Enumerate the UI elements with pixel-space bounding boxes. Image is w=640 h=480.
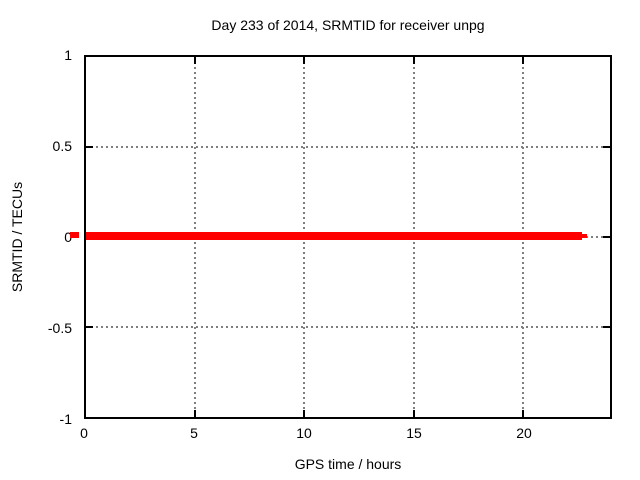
y-tick-labels: 1 0.5 0 -0.5 -1 [0, 47, 72, 427]
srmtid-series-line [86, 232, 582, 240]
tick-right-yneg0.5 [603, 326, 610, 328]
x-tick-label-10: 10 [296, 425, 312, 441]
y-tick-label-neg1: -1 [59, 411, 72, 427]
tick-left-y0.5 [86, 146, 93, 148]
x-tick-label-20: 20 [516, 425, 532, 441]
tick-top-x20 [521, 57, 524, 64]
tick-top-x5 [194, 57, 197, 64]
x-tick-label-15: 15 [406, 425, 422, 441]
srmtid-series-end-cap [581, 234, 587, 238]
srmtid-series-start-cap [70, 232, 79, 238]
tick-bottom-x10 [303, 410, 306, 417]
y-tick-label-0: 0 [64, 229, 72, 245]
tick-left-yneg0.5 [86, 326, 93, 328]
y-tick-label-neg0.5: -0.5 [47, 320, 72, 336]
tick-right-y0.5 [603, 146, 610, 148]
plot-area [84, 55, 612, 419]
tick-top-x15 [412, 57, 415, 64]
tick-bottom-x5 [194, 410, 197, 417]
tick-bottom-x20 [521, 410, 524, 417]
x-axis-title: GPS time / hours [294, 456, 402, 472]
tick-right-y0 [603, 236, 610, 238]
x-tick-label-5: 5 [190, 425, 198, 441]
tick-top-x10 [303, 57, 306, 64]
gridline-y0.5 [86, 146, 610, 148]
x-tick-label-0: 0 [80, 425, 88, 441]
x-tick-labels: 0 5 10 15 20 [80, 425, 612, 441]
chart-title: Day 233 of 2014, SRMTID for receiver unp… [211, 17, 485, 33]
gridline-yneg0.5 [86, 326, 610, 328]
tick-bottom-x15 [412, 410, 415, 417]
y-tick-label-0.5: 0.5 [52, 138, 72, 154]
y-tick-label-1: 1 [64, 47, 72, 63]
